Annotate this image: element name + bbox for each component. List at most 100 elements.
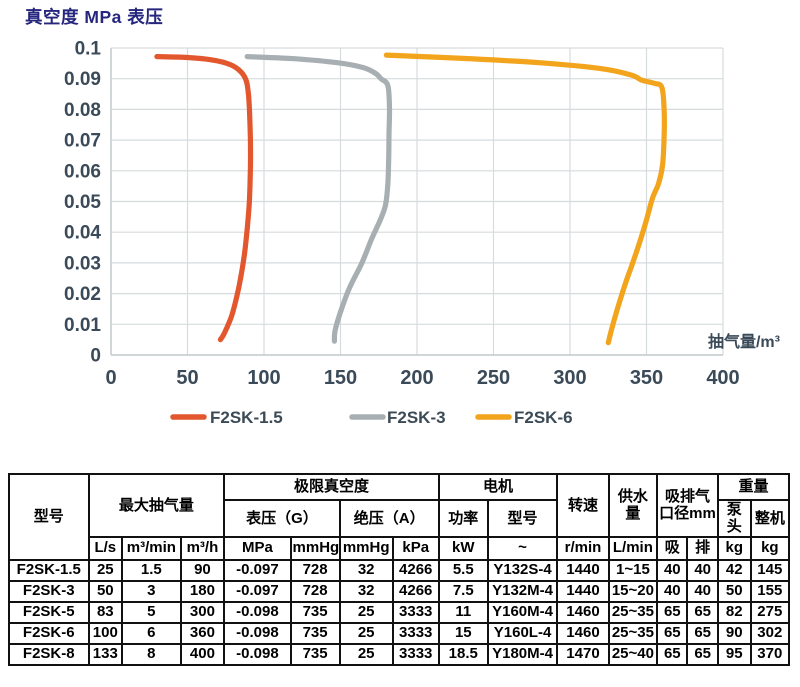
- table-row: F2SK-5 83 5 300 -0.098 735 25 3333 11 Y160M-4 1460…: [8, 600, 791, 624]
- table-cell: 5.5: [437, 558, 489, 582]
- unit-cell: mmHg: [338, 535, 394, 561]
- unit-cell: r/min: [556, 535, 610, 561]
- table-cell: 42: [716, 558, 752, 582]
- unit-cell: 吸: [656, 535, 689, 561]
- x-tick-label: 0: [105, 367, 116, 389]
- table-cell: 25~40: [607, 642, 659, 666]
- table-cell: 65: [686, 642, 719, 666]
- legend-label: F2SK-1.5: [210, 408, 283, 427]
- table-cell: 18.5: [437, 642, 489, 666]
- legend-label: F2SK-3: [387, 408, 446, 427]
- curve-f2sk-3: [244, 54, 393, 344]
- table-cell: Y132M-4: [486, 579, 559, 603]
- table-cell: 6: [121, 621, 182, 645]
- y-tick-label: 0.04: [64, 223, 101, 244]
- header-weight: 重量: [716, 473, 791, 501]
- table-cell: 83: [87, 600, 124, 624]
- table-cell: 25~35: [607, 600, 659, 624]
- table-cell: 302: [749, 621, 791, 645]
- table-cell: 3: [121, 579, 182, 603]
- unit-cell: kPa: [391, 535, 440, 561]
- model-cell: F2SK-8: [8, 642, 90, 666]
- vacuum-curve-chart: 0 50 100 150 200 250 300 350 400 0 0.01 0.02 0.03 0.0…: [25, 7, 780, 427]
- table-row: F2SK-1.5 25 1.5 90 -0.097 728 32 4266 5.5 Y132S-4…: [8, 558, 791, 582]
- table-cell: 1440: [556, 558, 610, 582]
- unit-cell: kg: [716, 535, 752, 561]
- curve-layer: [154, 52, 667, 346]
- table-cell: 65: [656, 621, 689, 645]
- legend-item: F2SK-3: [349, 408, 446, 427]
- header-port-diameter: 吸排气口径mm: [656, 473, 719, 538]
- table-cell: 728: [289, 579, 341, 603]
- table-cell: 145: [749, 558, 791, 582]
- table-cell: 25: [338, 621, 394, 645]
- x-tick-label: 50: [176, 367, 198, 389]
- header-speed: 转速: [556, 473, 610, 538]
- table-cell: 300: [179, 600, 226, 624]
- header-power: 功率: [437, 499, 489, 538]
- unit-cell: 排: [686, 535, 719, 561]
- table-cell: 735: [289, 600, 341, 624]
- table-cell: Y160M-4: [486, 600, 559, 624]
- table-cell: 7.5: [437, 579, 489, 603]
- spec-table-body: F2SK-1.5 25 1.5 90 -0.097 728 32 4266 5.5 Y132S-4…: [8, 558, 791, 666]
- table-cell: 5: [121, 600, 182, 624]
- y-tick-label: 0.06: [64, 161, 101, 182]
- table-cell: 8: [121, 642, 182, 666]
- table-cell: 3333: [391, 642, 440, 666]
- unit-cell: MPa: [223, 535, 292, 561]
- y-tick-label: 0.02: [64, 284, 101, 305]
- header-max-capacity: 最大抽气量: [87, 473, 226, 538]
- x-tick-label: 400: [706, 367, 739, 389]
- table-cell: 50: [87, 579, 124, 603]
- table-cell: 82: [716, 600, 752, 624]
- x-axis-label: 抽气量/m³: [708, 332, 780, 351]
- table-cell: 1460: [556, 600, 610, 624]
- header-ultimate-vacuum: 极限真空度: [223, 473, 440, 501]
- tick-layer: 0 50 100 150 200 250 300 350 400 0 0.01 0.02 0.03 0.0…: [64, 39, 740, 390]
- chart-legend: F2SK-1.5 F2SK-3 F2SK-6: [170, 408, 573, 427]
- grid-layer: [110, 47, 724, 356]
- unit-cell: m³/min: [121, 535, 182, 561]
- chart-title: 真空度 MPa 表压: [25, 7, 163, 27]
- table-cell: 40: [656, 579, 689, 603]
- table-cell: 1470: [556, 642, 610, 666]
- header-water-supply: 供水量: [607, 473, 659, 538]
- table-cell: 65: [686, 621, 719, 645]
- table-cell: Y160L-4: [486, 621, 559, 645]
- table-cell: -0.097: [223, 579, 292, 603]
- y-tick-label: 0.01: [64, 315, 101, 336]
- y-tick-label: 0: [90, 346, 101, 367]
- table-row: F2SK-6 100 6 360 -0.098 735 25 3333 15 Y160L-4 146…: [8, 621, 791, 645]
- x-tick-label: 200: [400, 367, 433, 389]
- table-cell: 360: [179, 621, 226, 645]
- legend-label: F2SK-6: [514, 408, 573, 427]
- y-tick-label: 0.08: [64, 100, 101, 121]
- x-tick-label: 150: [324, 367, 357, 389]
- table-cell: 50: [716, 579, 752, 603]
- table-cell: 65: [686, 600, 719, 624]
- table-cell: 11: [437, 600, 489, 624]
- table-cell: 40: [656, 558, 689, 582]
- spec-table: 型号 最大抽气量 极限真空度 电机 转速 供水量 吸排气口径mm 重量 表压（G…: [8, 473, 791, 666]
- unit-cell: ~: [486, 535, 559, 561]
- curve-f2sk-6: [383, 52, 667, 346]
- table-cell: 275: [749, 600, 791, 624]
- table-cell: 735: [289, 621, 341, 645]
- table-cell: 155: [749, 579, 791, 603]
- header-model: 型号: [8, 473, 90, 561]
- legend-item: F2SK-6: [475, 408, 573, 427]
- unit-cell: kg: [749, 535, 791, 561]
- table-cell: 100: [87, 621, 124, 645]
- y-tick-label: 0.1: [75, 39, 102, 60]
- x-tick-label: 100: [247, 367, 280, 389]
- model-cell: F2SK-6: [8, 621, 90, 645]
- table-row: F2SK-3 50 3 180 -0.097 728 32 4266 7.5 Y132M-4 144…: [8, 579, 791, 603]
- table-cell: Y132S-4: [486, 558, 559, 582]
- table-cell: -0.098: [223, 642, 292, 666]
- y-tick-label: 0.05: [64, 192, 101, 213]
- table-cell: 4266: [391, 579, 440, 603]
- unit-cell: L/min: [607, 535, 659, 561]
- table-cell: 90: [179, 558, 226, 582]
- table-row: F2SK-8 133 8 400 -0.098 735 25 3333 18.5 Y180M-4 1…: [8, 642, 791, 666]
